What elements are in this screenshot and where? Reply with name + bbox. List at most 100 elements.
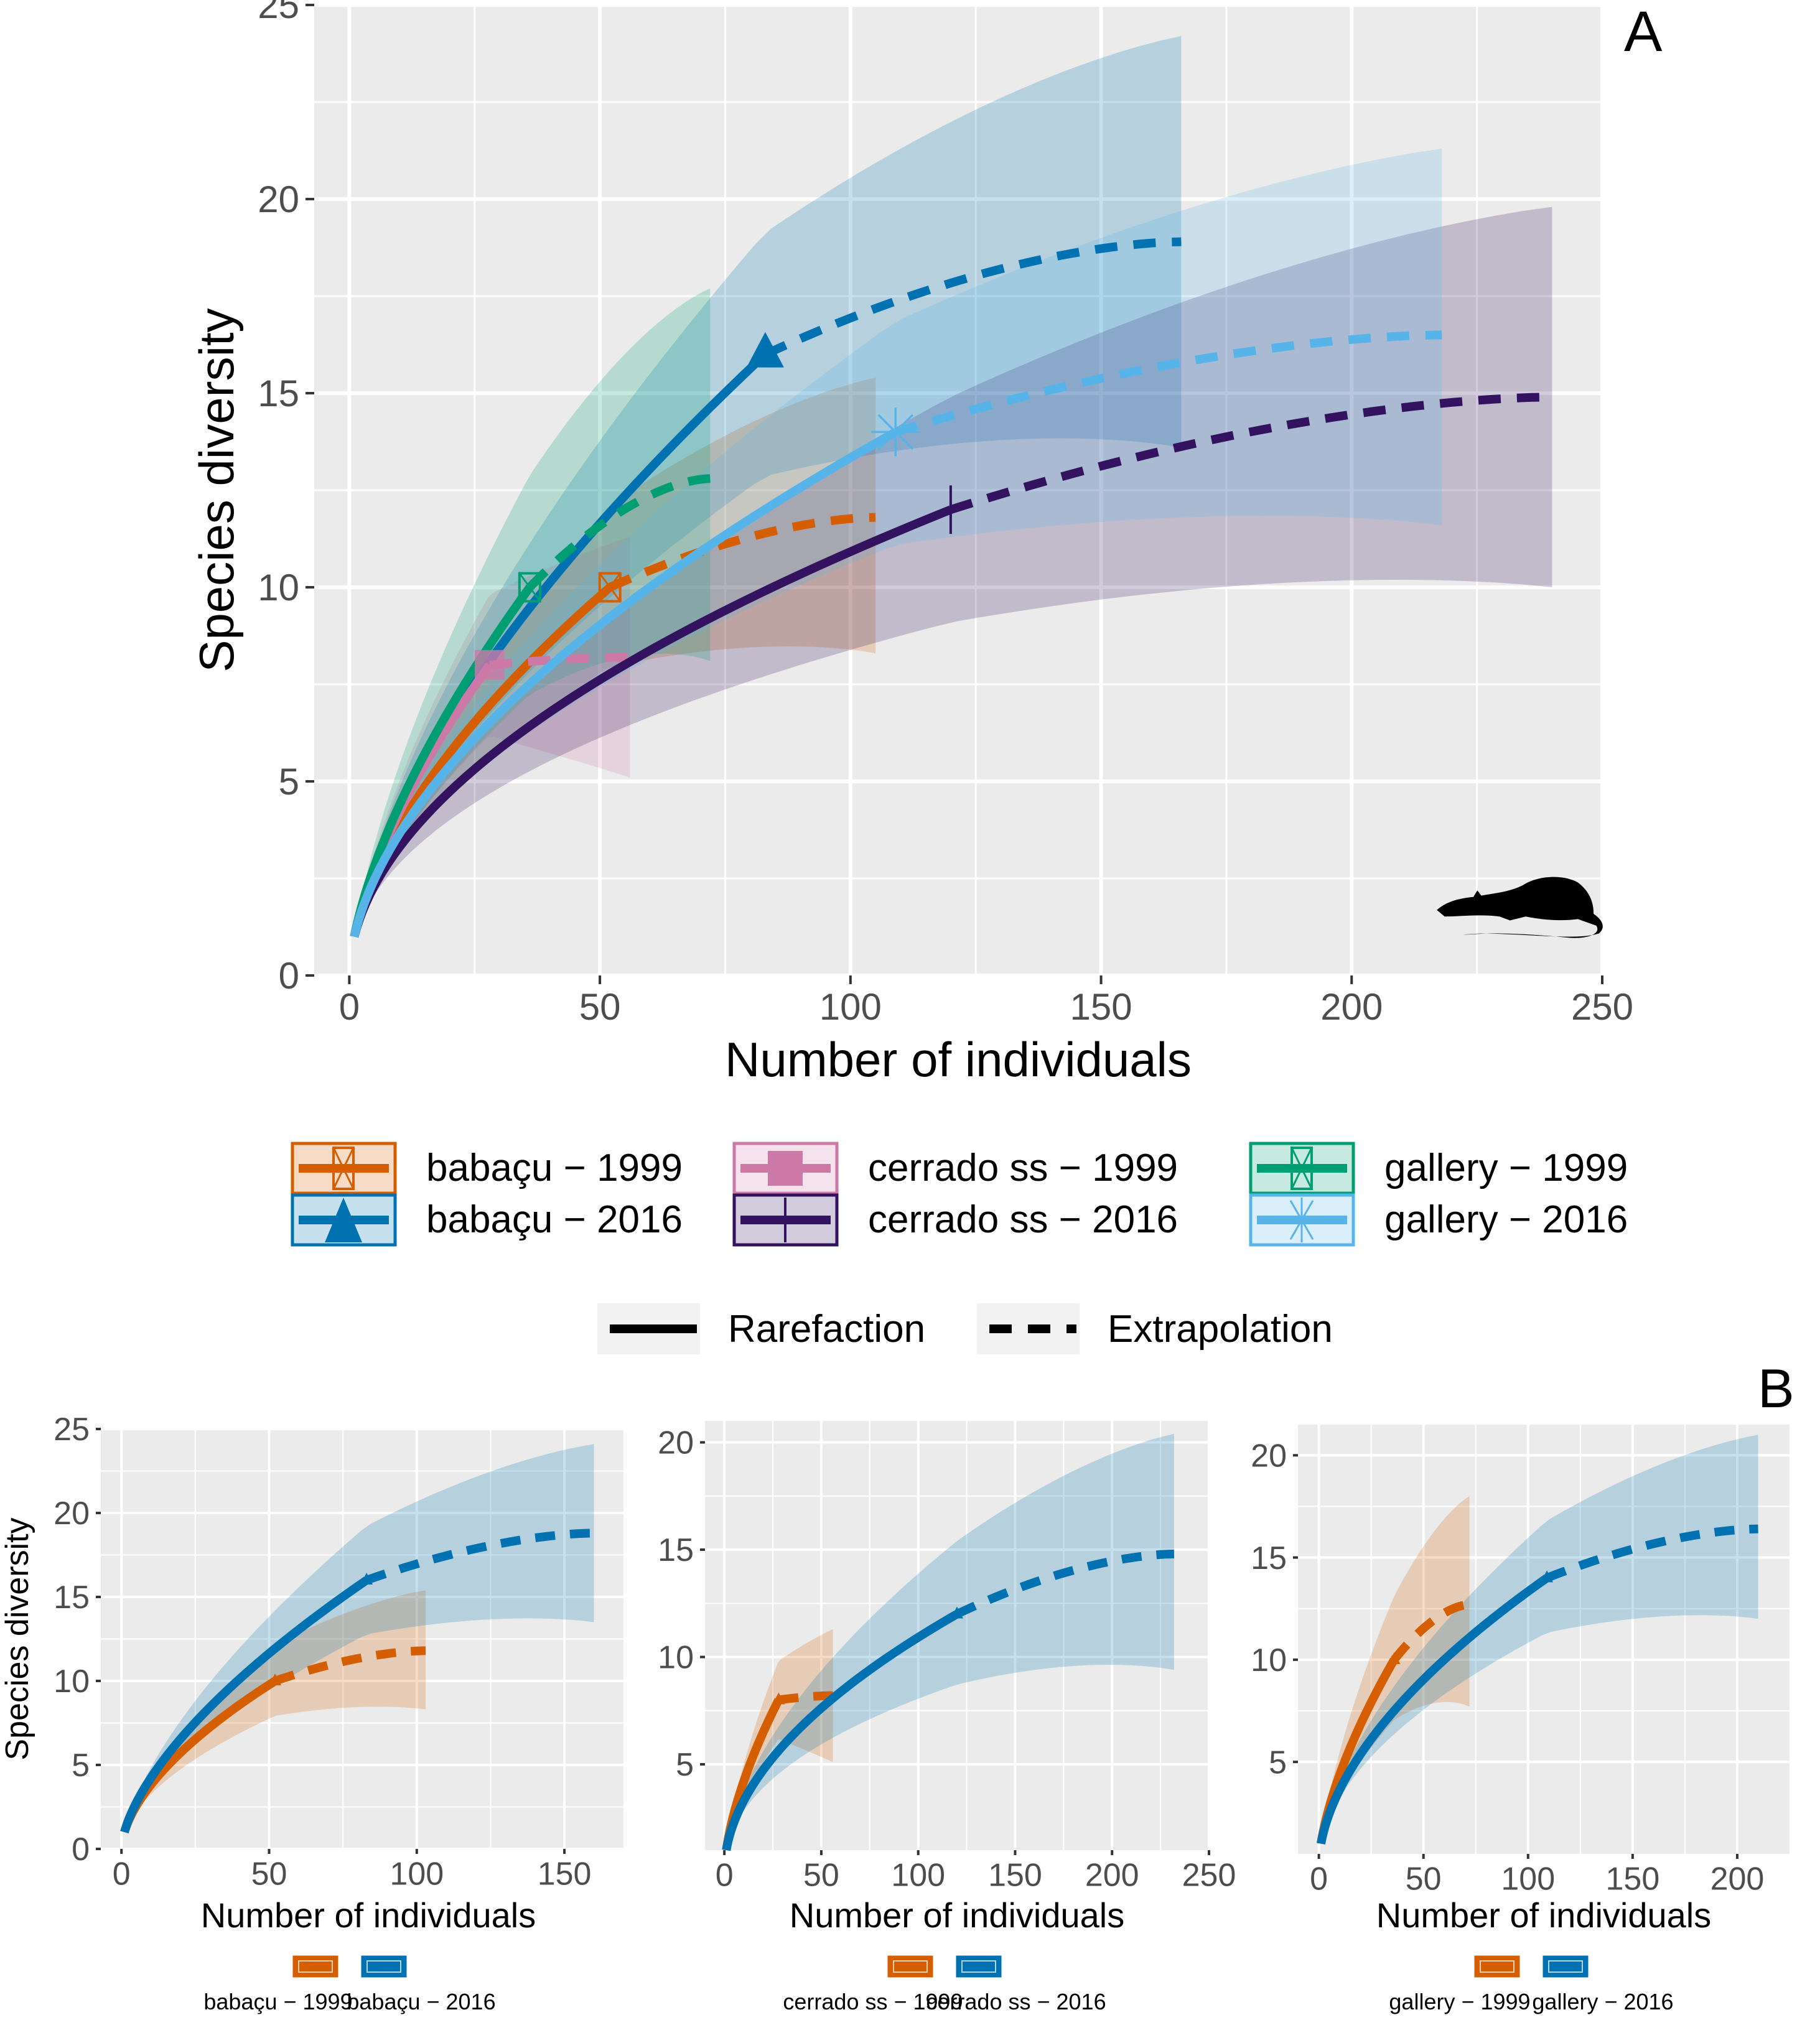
ci-band-cerrado-ss-2016 (354, 207, 1552, 937)
legend-item-gallery-2016: gallery − 2016 (1532, 1955, 1674, 2014)
legend-label: cerrado ss − 2016 (926, 1989, 1106, 2014)
x-tick-label: 150 (1605, 1861, 1659, 1897)
y-tick-label: 5 (279, 761, 299, 803)
y-tick-label: 0 (279, 955, 299, 997)
y-axis-title: Species diversity (0, 1517, 35, 1760)
x-tick-label: 100 (1501, 1861, 1555, 1897)
triangle-marker (1541, 1570, 1554, 1583)
ci-band-cerrado-ss-1999 (726, 1629, 833, 1850)
x-tick-label: 100 (891, 1857, 945, 1893)
y-tick-label: 10 (658, 1640, 694, 1676)
x-tick-label: 50 (1406, 1861, 1442, 1897)
legend-key-box (1474, 1955, 1520, 1978)
triangle-icon (325, 1198, 362, 1242)
x-tick-label: 50 (803, 1857, 839, 1893)
x-tick-label: 0 (716, 1857, 734, 1893)
triangle-marker (746, 332, 784, 368)
ci-band-gallery-2016 (354, 148, 1442, 937)
y-tick-label: 15 (258, 373, 299, 414)
square-icon (768, 1151, 803, 1186)
y-tick-label: 10 (258, 567, 299, 608)
legend-label: gallery − 1999 (1384, 1147, 1628, 1189)
legend-key-inner (961, 1960, 996, 1973)
rarefaction-line-gallery-2016 (1317, 1574, 1550, 1846)
x-tick-label: 200 (1085, 1857, 1139, 1893)
plot-background (1298, 1425, 1790, 1854)
legend-label: babaçu − 2016 (347, 1989, 495, 2014)
legend-method-label: Extrapolation (1108, 1308, 1333, 1351)
x-tick-label: 0 (339, 986, 360, 1028)
observed-marker-cerrado-ss-2016 (951, 1606, 963, 1619)
legend-item-cerrado-ss-2016: cerrado ss − 2016 (732, 1193, 1178, 1247)
legend-key-inner (1548, 1960, 1583, 1973)
y-tick-label: 20 (258, 179, 299, 220)
y-tick-label: 10 (54, 1664, 90, 1700)
panel-a-markers (474, 332, 952, 680)
observed-marker-gallery-1999 (518, 572, 541, 603)
legend-key-inner (1480, 1960, 1514, 1973)
legend-key-box (887, 1955, 933, 1978)
observed-marker-babacu-1999 (269, 1673, 281, 1685)
square-cross-icon (332, 1147, 355, 1190)
y-tick-label: 5 (676, 1747, 694, 1783)
x-tick-label: 250 (1182, 1857, 1236, 1893)
y-tick-label: 5 (1269, 1744, 1287, 1780)
x-tick-label: 250 (1571, 986, 1633, 1028)
legend-item-gallery-1999: gallery − 1999 (1249, 1142, 1628, 1195)
ci-band-babacu-1999 (124, 1590, 426, 1832)
x-tick-label: 150 (988, 1857, 1042, 1893)
legend-item-babacu-2016: babaçu − 2016 (347, 1955, 496, 2014)
y-tick-label: 10 (1251, 1642, 1287, 1678)
x-tick-label: 100 (390, 1856, 444, 1892)
extrapolation-line-babacu-2016 (365, 1529, 594, 1585)
rarefaction-line-gallery-2016 (350, 428, 898, 938)
legend-item-babacu-1999: babaçu − 1999 (291, 1142, 683, 1195)
legend-label: cerrado ss − 1999 (868, 1147, 1178, 1189)
triangle-marker (269, 1673, 281, 1685)
legend-method-label: Rarefaction (728, 1308, 925, 1351)
legend-label: babaçu − 1999 (426, 1147, 683, 1189)
triangle-marker (1388, 1652, 1401, 1664)
ci-band-babacu-2016 (124, 1444, 594, 1832)
legend-item-babacu-2016: babaçu − 2016 (291, 1193, 683, 1247)
extrapolation-line-cerrado-ss-2016 (949, 393, 1552, 514)
ci-band-cerrado-ss-2016 (726, 1433, 1174, 1850)
x-axis-title: Number of individuals (790, 1896, 1124, 1935)
rarefaction-line-babacu-2016 (120, 1576, 370, 1836)
x-axis-title: Number of individuals (1376, 1896, 1711, 1935)
extrapolation-line-babacu-2016 (763, 237, 1182, 358)
x-tick-label: 200 (1320, 986, 1383, 1028)
y-tick-label: 20 (54, 1496, 90, 1532)
observed-marker-cerrado-ss-1999 (772, 1692, 785, 1705)
extrapolation-line-babacu-1999 (273, 1646, 426, 1685)
square-marker (598, 572, 622, 603)
y-tick-label: 25 (258, 0, 299, 26)
y-tick-label: 20 (1251, 1438, 1287, 1474)
square-marker (474, 649, 505, 680)
y-tick-label: 0 (72, 1831, 90, 1868)
y-tick-label: 15 (658, 1532, 694, 1568)
legend-label: cerrado ss − 2016 (868, 1198, 1178, 1241)
y-tick-label: 15 (54, 1580, 90, 1616)
ci-band-gallery-2016 (1320, 1435, 1758, 1844)
rarefaction-line-cerrado-ss-2016 (722, 1610, 959, 1853)
x-tick-label: 200 (1710, 1861, 1765, 1897)
rarefaction-line-cerrado-ss-2016 (350, 505, 953, 938)
x-tick-label: 0 (1310, 1861, 1328, 1897)
legend-item-gallery-2016: gallery − 2016 (1249, 1193, 1628, 1247)
extrapolation-line-cerrado-ss-1999 (489, 653, 630, 669)
legend-label: gallery − 2016 (1532, 1989, 1673, 2014)
square-marker (518, 572, 541, 603)
legend-key-inner (893, 1960, 928, 1973)
cross-icon (332, 1147, 355, 1189)
y-tick-label: 5 (72, 1748, 90, 1784)
panel-b-babacu: 0 50 100 150 0 5 10 15 20 25 Number of individuals… (0, 1412, 623, 2014)
x-tick-label: 150 (1070, 986, 1132, 1028)
legend-key-box (1542, 1955, 1589, 1978)
extrapolation-line-gallery-2016 (1545, 1524, 1758, 1582)
asterisk-icon (1289, 1200, 1314, 1240)
triangle-marker (360, 1573, 373, 1585)
x-axis-title: Number of individuals (201, 1896, 536, 1935)
legend-label: babaçu − 1999 (203, 1989, 352, 2014)
